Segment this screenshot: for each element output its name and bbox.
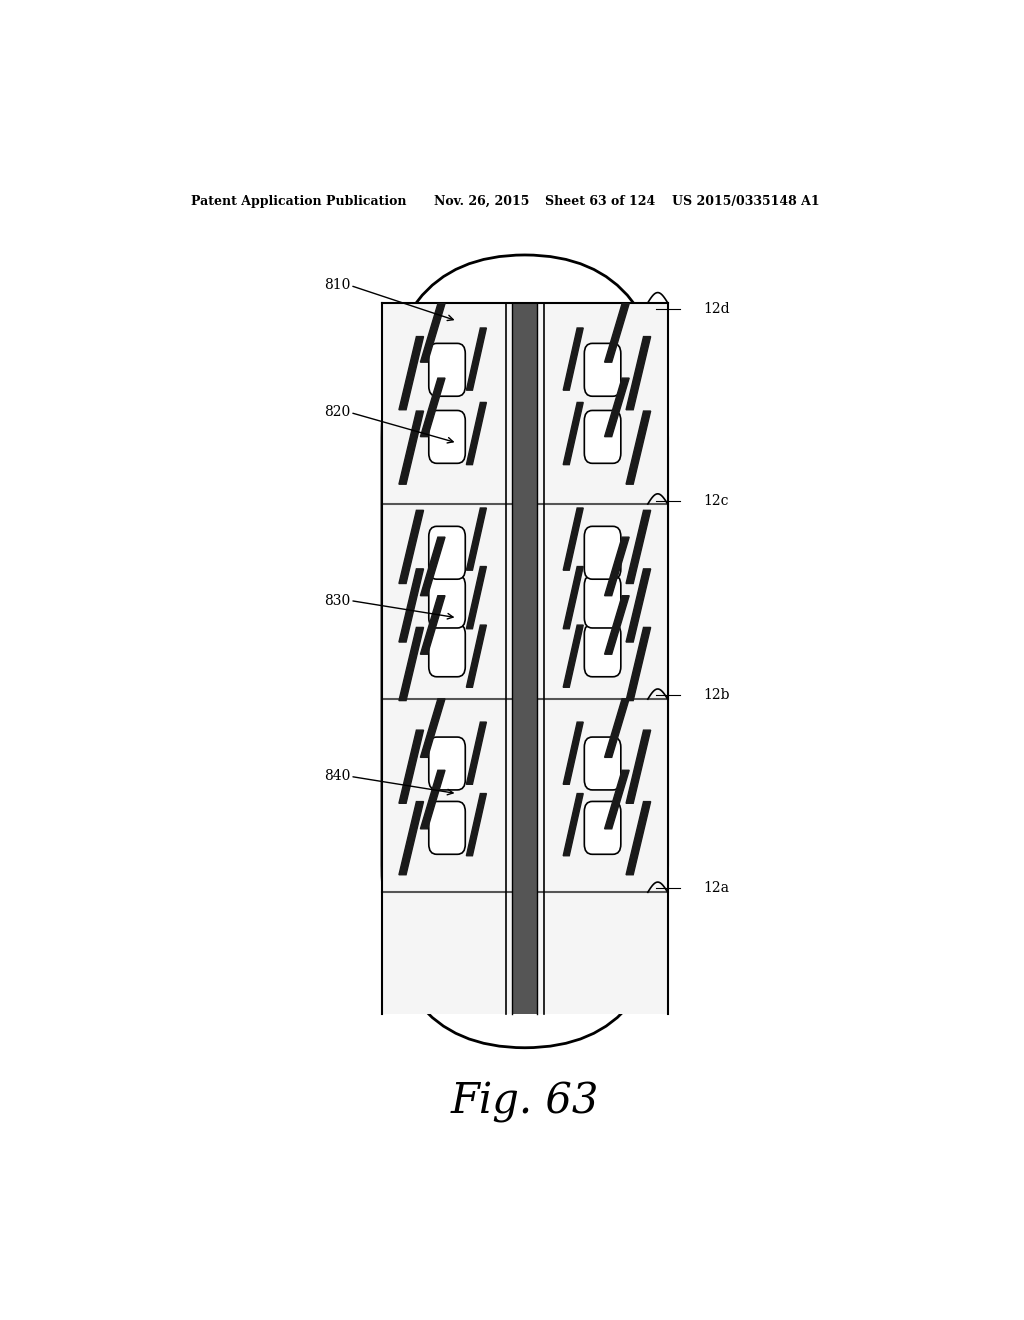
Text: Patent Application Publication: Patent Application Publication: [191, 194, 407, 207]
Bar: [512, 302, 538, 1014]
Polygon shape: [399, 337, 424, 409]
Polygon shape: [421, 378, 445, 437]
Bar: [382, 504, 668, 700]
Text: US 2015/0335148 A1: US 2015/0335148 A1: [672, 194, 819, 207]
Text: 810: 810: [324, 279, 350, 293]
Polygon shape: [626, 801, 650, 875]
Polygon shape: [466, 508, 486, 570]
Text: Sheet 63 of 124: Sheet 63 of 124: [545, 194, 655, 207]
FancyBboxPatch shape: [429, 801, 465, 854]
Polygon shape: [399, 569, 424, 642]
Polygon shape: [604, 378, 629, 437]
Polygon shape: [563, 327, 584, 391]
Polygon shape: [466, 722, 486, 784]
Polygon shape: [604, 304, 629, 362]
Text: 840: 840: [324, 770, 350, 783]
Polygon shape: [604, 595, 629, 655]
Polygon shape: [399, 730, 424, 804]
Polygon shape: [563, 722, 584, 784]
Text: 12c: 12c: [703, 494, 729, 508]
Polygon shape: [399, 627, 424, 701]
Polygon shape: [604, 537, 629, 595]
FancyBboxPatch shape: [585, 343, 621, 396]
FancyBboxPatch shape: [429, 737, 465, 789]
Polygon shape: [626, 730, 650, 804]
FancyBboxPatch shape: [585, 576, 621, 628]
Bar: [382, 700, 668, 892]
Polygon shape: [466, 327, 486, 391]
Text: 820: 820: [324, 405, 350, 420]
Polygon shape: [563, 793, 584, 855]
Polygon shape: [421, 304, 445, 362]
Polygon shape: [604, 698, 629, 758]
Polygon shape: [626, 569, 650, 642]
Polygon shape: [466, 626, 486, 688]
Polygon shape: [563, 403, 584, 465]
FancyBboxPatch shape: [429, 624, 465, 677]
Polygon shape: [421, 537, 445, 595]
Bar: [382, 892, 668, 1014]
Text: 12d: 12d: [703, 302, 730, 315]
Polygon shape: [421, 698, 445, 758]
Polygon shape: [399, 411, 424, 484]
Polygon shape: [626, 511, 650, 583]
Polygon shape: [563, 508, 584, 570]
FancyBboxPatch shape: [585, 411, 621, 463]
Text: Nov. 26, 2015: Nov. 26, 2015: [433, 194, 529, 207]
Polygon shape: [626, 411, 650, 484]
FancyBboxPatch shape: [585, 801, 621, 854]
Text: Fig. 63: Fig. 63: [451, 1081, 599, 1122]
FancyBboxPatch shape: [585, 527, 621, 579]
Polygon shape: [626, 337, 650, 409]
Polygon shape: [421, 595, 445, 655]
Polygon shape: [563, 626, 584, 688]
FancyBboxPatch shape: [585, 624, 621, 677]
Text: 12a: 12a: [703, 882, 729, 895]
Polygon shape: [399, 801, 424, 875]
Polygon shape: [466, 403, 486, 465]
Polygon shape: [399, 511, 424, 583]
Polygon shape: [604, 771, 629, 829]
FancyBboxPatch shape: [429, 527, 465, 579]
Polygon shape: [466, 566, 486, 628]
FancyBboxPatch shape: [429, 576, 465, 628]
Text: 12b: 12b: [703, 688, 730, 702]
Polygon shape: [563, 566, 584, 628]
FancyBboxPatch shape: [429, 343, 465, 396]
FancyBboxPatch shape: [429, 411, 465, 463]
FancyBboxPatch shape: [585, 737, 621, 789]
Polygon shape: [466, 793, 486, 855]
Polygon shape: [626, 627, 650, 701]
Text: 830: 830: [324, 594, 350, 607]
Bar: [382, 302, 668, 504]
FancyBboxPatch shape: [382, 255, 668, 1048]
Polygon shape: [421, 771, 445, 829]
